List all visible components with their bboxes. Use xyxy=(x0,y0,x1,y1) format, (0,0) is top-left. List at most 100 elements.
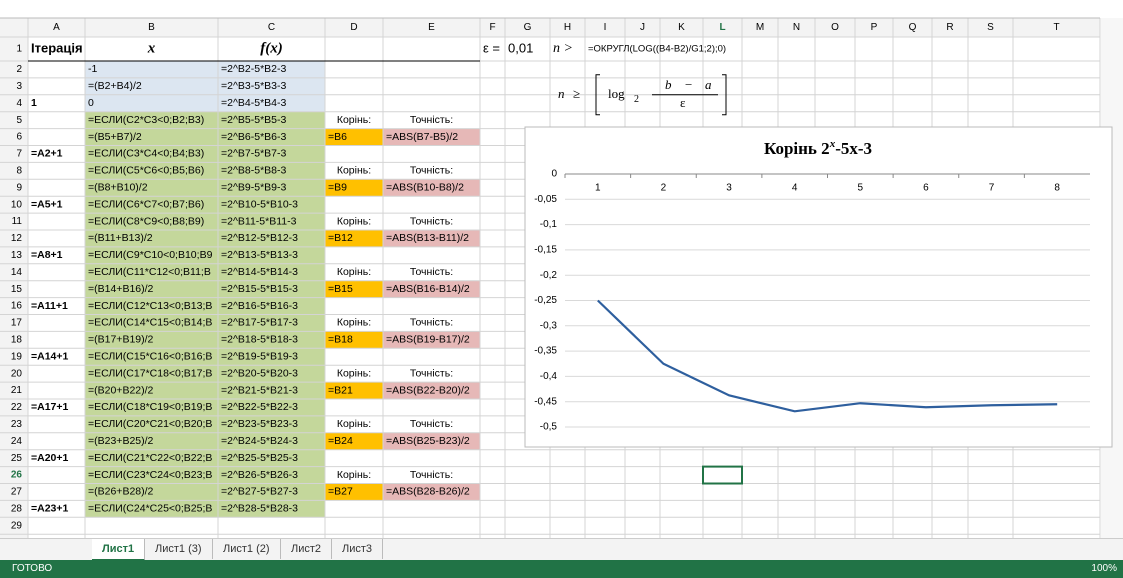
cell-text: Точність: xyxy=(410,367,453,379)
row-header: 3 xyxy=(16,81,22,92)
cell-text: =A2+1 xyxy=(31,148,63,160)
cell-text: Ітерація xyxy=(31,40,83,55)
cell-text: =(B20+B22)/2 xyxy=(88,384,154,396)
row-header: 25 xyxy=(11,453,23,464)
cell-text: =(B26+B28)/2 xyxy=(88,486,154,498)
cell-text: =ЕСЛИ(C20*C21<0;B20;B xyxy=(88,418,212,430)
chart-frame xyxy=(524,126,1113,448)
cell-text: Точність: xyxy=(410,165,453,177)
cell-text: =B12 xyxy=(328,232,353,244)
cell-text: =B15 xyxy=(328,283,353,295)
column-header: B xyxy=(148,22,155,33)
sheet-tab[interactable]: Лист1 (2) xyxy=(213,539,281,559)
cell-text: =A14+1 xyxy=(31,351,69,363)
cell-fill xyxy=(85,246,218,264)
row-header: 9 xyxy=(16,182,22,193)
y-tick-label: -0,1 xyxy=(540,219,558,230)
sheet-tab[interactable]: Лист1 xyxy=(92,539,146,561)
cell-fill xyxy=(85,94,218,112)
cell-fill xyxy=(85,415,218,433)
cell-text: =2^B7-5*B7-3 xyxy=(221,148,287,160)
cell-text: x xyxy=(147,40,156,56)
cell-fill xyxy=(85,196,218,214)
row-header: 5 xyxy=(16,115,22,126)
cell-text: =ЕСЛИ(C11*C12<0;B11;B xyxy=(88,266,211,278)
row-header: 6 xyxy=(16,132,22,143)
cell-text: Корінь: xyxy=(337,317,371,329)
cell-text: =2^B6-5*B6-3 xyxy=(221,131,287,143)
cell-text: =ABS(B25-B23)/2 xyxy=(386,435,470,447)
cell-text: =ЕСЛИ(C2*C3<0;B2;B3) xyxy=(88,114,204,126)
cell-fill xyxy=(218,179,325,197)
cell-text: =ЕСЛИ(C6*C7<0;B7;B6) xyxy=(88,198,204,210)
y-tick-label: -0,3 xyxy=(540,320,558,331)
cell-text: Точність: xyxy=(410,317,453,329)
cell-text: =(B17+B19)/2 xyxy=(88,334,154,346)
cell-fill xyxy=(218,432,325,450)
chart-title-part: x xyxy=(829,138,836,150)
column-header: F xyxy=(489,22,495,33)
cell-fill xyxy=(85,382,218,399)
cell-fill xyxy=(218,382,325,399)
sheet-tab[interactable]: Лист3 xyxy=(332,539,384,559)
equation-part: log xyxy=(608,86,625,101)
row-header: 8 xyxy=(16,165,22,176)
chart-title-part: Корінь 2 xyxy=(764,139,830,158)
cell-fill xyxy=(325,179,383,197)
cell-fill xyxy=(218,263,325,281)
cell-fill xyxy=(383,331,480,349)
cell-text: =A17+1 xyxy=(31,401,69,413)
data-line xyxy=(597,299,1058,413)
y-tick-label: -0,05 xyxy=(534,194,557,205)
cell-text: =ABS(B16-B14)/2 xyxy=(386,283,470,295)
cell-fill xyxy=(85,483,218,501)
sheet: A B C D E F G H I J K L M N O P Q R S T12345678910111213141… xyxy=(0,17,1113,538)
cell-text: -1 xyxy=(88,63,97,75)
column-header: T xyxy=(1053,22,1059,33)
cell-text: =(B23+B25)/2 xyxy=(88,435,154,447)
cell-fill xyxy=(218,449,325,467)
cell-text: =ЕСЛИ(C21*C22<0;B22;B xyxy=(88,452,212,464)
column-header: D xyxy=(350,22,357,33)
cell-text: =(B14+B16)/2 xyxy=(88,283,154,295)
zoom-level: 100% xyxy=(1091,563,1117,574)
cell-fill xyxy=(383,128,480,146)
cell-fill xyxy=(218,348,325,366)
cell-fill xyxy=(85,263,218,281)
cell-fill xyxy=(85,280,218,298)
row-header: 19 xyxy=(11,351,23,362)
cell-fill xyxy=(325,230,383,247)
cell-text: =ЕСЛИ(C18*C19<0;B19;B xyxy=(88,401,212,413)
cell-text: =2^B20-5*B20-3 xyxy=(221,367,298,379)
x-tick-label: 2 xyxy=(661,183,667,194)
cell-fill xyxy=(85,162,218,180)
sheet-tab[interactable]: Лист1 (3) xyxy=(145,539,213,559)
equation-part: n xyxy=(558,86,565,101)
row-header: 22 xyxy=(11,402,23,413)
cell-fill xyxy=(218,280,325,298)
cell-text: =ЕСЛИ(C3*C4<0;B4;B3) xyxy=(88,148,204,160)
cell-text: Точність: xyxy=(410,215,453,227)
cell-text: =(B11+B13)/2 xyxy=(88,232,153,244)
cell-text: =ЕСЛИ(C12*C13<0;B13;B xyxy=(88,300,212,312)
column-header: M xyxy=(756,22,764,33)
cell-text: =B27 xyxy=(328,486,353,498)
cell-text: =B24 xyxy=(328,435,353,447)
cell-text: Корінь: xyxy=(337,215,371,227)
y-tick-label: 0 xyxy=(551,169,557,180)
row-header: 24 xyxy=(11,436,23,447)
sheet-tab[interactable]: Лист2 xyxy=(281,539,333,559)
row-header: 13 xyxy=(11,250,23,261)
column-header: H xyxy=(564,22,571,33)
row-header: 10 xyxy=(11,199,23,210)
cell-text: =ЕСЛИ(C24*C25<0;B25;B xyxy=(88,503,212,515)
cell-fill xyxy=(218,399,325,416)
cell-text: =ОКРУГЛ(LOG((B4-B2)/G1;2);0) xyxy=(588,44,726,55)
cell-fill xyxy=(85,365,218,383)
cell-fill xyxy=(85,128,218,146)
y-tick-label: -0,5 xyxy=(540,422,558,433)
cell-text: =(B2+B4)/2 xyxy=(88,80,142,92)
column-header: P xyxy=(871,22,878,33)
cell-text: =B9 xyxy=(328,182,347,194)
cell-text: n > xyxy=(553,41,573,56)
